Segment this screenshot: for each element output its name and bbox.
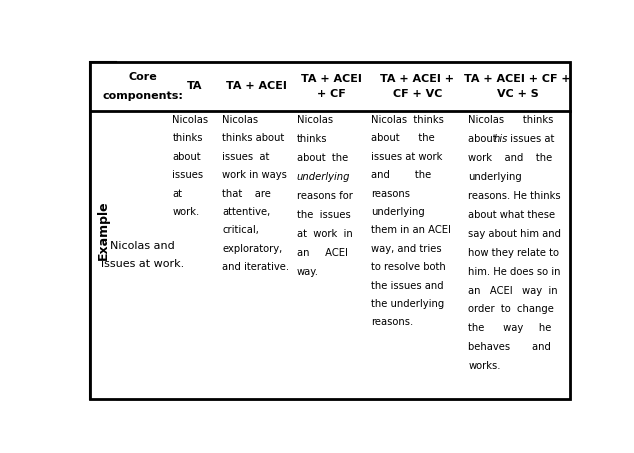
Text: reasons for: reasons for xyxy=(297,191,353,201)
Text: way.: way. xyxy=(297,267,319,277)
Text: underlying: underlying xyxy=(297,172,350,182)
Text: TA + ACEI + CF +
VC + S: TA + ACEI + CF + VC + S xyxy=(464,74,571,99)
Text: Core
components:: Core components: xyxy=(103,72,183,101)
Text: TA: TA xyxy=(187,82,202,92)
Text: say about him and: say about him and xyxy=(469,229,561,239)
Text: Nicolas and
issues at work.: Nicolas and issues at work. xyxy=(101,241,184,269)
Bar xyxy=(466,111,569,399)
Text: thinks: thinks xyxy=(297,134,327,144)
Bar xyxy=(294,111,369,399)
Bar xyxy=(294,62,369,111)
Bar xyxy=(170,62,219,111)
Text: Nicolas
thinks
about
issues
at
work.: Nicolas thinks about issues at work. xyxy=(172,115,209,217)
Text: TA + ACEI
+ CF: TA + ACEI + CF xyxy=(301,74,362,99)
Text: his: his xyxy=(494,134,508,144)
Bar xyxy=(219,62,294,111)
Bar xyxy=(369,111,466,399)
Text: the  issues: the issues xyxy=(297,210,351,220)
Bar xyxy=(466,62,569,111)
Bar xyxy=(219,111,294,399)
Text: Example: Example xyxy=(96,201,110,260)
Bar xyxy=(116,111,170,399)
Text: him. He does so in: him. He does so in xyxy=(469,267,560,277)
Bar xyxy=(369,62,466,111)
Text: works.: works. xyxy=(469,361,501,371)
Text: Nicolas: Nicolas xyxy=(297,115,333,125)
Text: Nicolas  thinks
about      the
issues at work
and        the
reasons
underlying
: Nicolas thinks about the issues at work … xyxy=(372,115,451,328)
Text: behaves       and: behaves and xyxy=(469,342,551,352)
Bar xyxy=(116,62,170,111)
Text: Nicolas      thinks: Nicolas thinks xyxy=(469,115,553,125)
Text: underlying: underlying xyxy=(469,172,522,182)
Text: work    and    the: work and the xyxy=(469,153,552,163)
Text: TA + ACEI: TA + ACEI xyxy=(226,82,287,92)
Text: about: about xyxy=(469,134,500,144)
Text: at  work  in: at work in xyxy=(297,229,353,239)
Text: the      way     he: the way he xyxy=(469,323,552,333)
Text: TA + ACEI +
CF + VC: TA + ACEI + CF + VC xyxy=(380,74,455,99)
Text: about  the: about the xyxy=(297,153,348,163)
Bar xyxy=(90,62,116,399)
Text: an   ACEI   way  in: an ACEI way in xyxy=(469,285,558,295)
Text: order  to  change: order to change xyxy=(469,304,554,314)
Text: reasons. He thinks: reasons. He thinks xyxy=(469,191,561,201)
Text: issues at: issues at xyxy=(507,134,554,144)
Text: how they relate to: how they relate to xyxy=(469,248,559,258)
Bar xyxy=(170,111,219,399)
Text: Nicolas
thinks about
issues  at
work in ways
that    are
attentive,
critical,
ex: Nicolas thinks about issues at work in w… xyxy=(222,115,289,272)
Text: an     ACEI: an ACEI xyxy=(297,248,347,258)
Text: about what these: about what these xyxy=(469,210,555,220)
